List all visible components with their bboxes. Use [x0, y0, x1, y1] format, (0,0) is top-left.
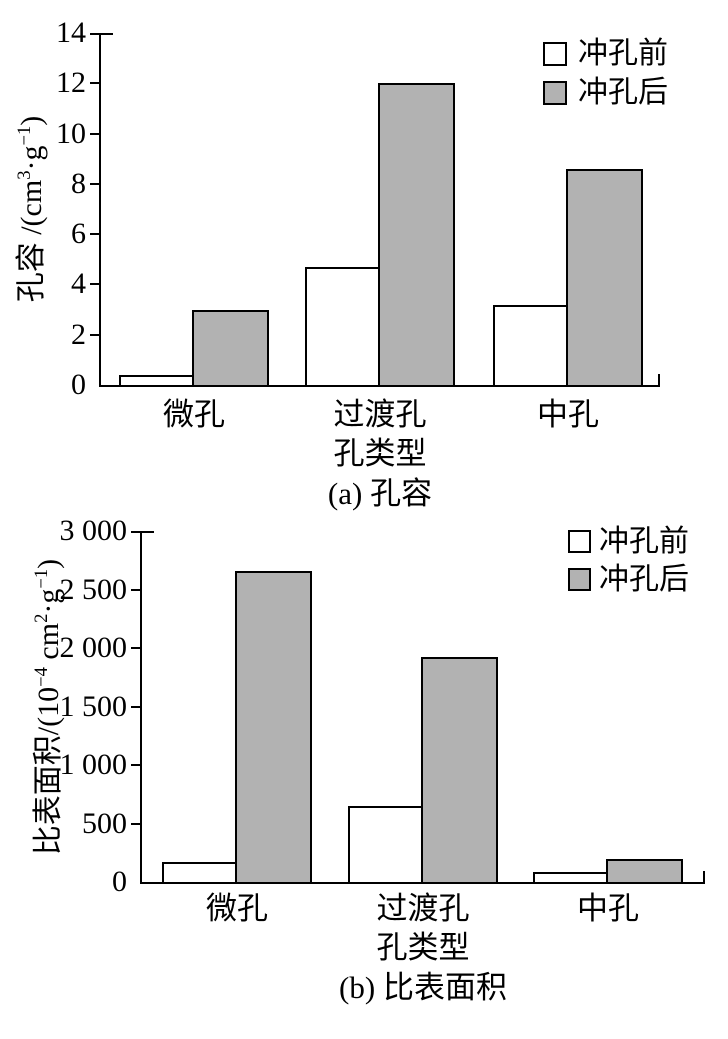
bar-before [162, 862, 237, 882]
bar-before [533, 872, 608, 882]
y-axis-title: 比表面积/(10−4 cm2·g−1) [31, 558, 65, 856]
y-tick-mark [131, 531, 154, 533]
legend-swatch-before [568, 530, 591, 553]
x-category-label: 中孔 [577, 891, 639, 926]
y-tick-label: 2 [71, 318, 86, 351]
legend-label: 冲孔前 [578, 37, 668, 70]
y-tick-mark [131, 764, 140, 766]
y-axis-title-superscript: −1 [31, 568, 52, 589]
bar-before [305, 267, 380, 385]
y-tick-label: 0 [71, 368, 86, 401]
x-category-label: 微孔 [163, 397, 225, 432]
y-tick-mark [90, 82, 99, 84]
x-axis-title: 孔类型 [376, 930, 470, 965]
y-tick-label: 8 [71, 167, 86, 200]
x-category-label: 过渡孔 [376, 891, 470, 926]
panel-caption: (a) 孔容 [327, 476, 433, 511]
y-tick-mark [90, 183, 99, 185]
y-tick-label: 6 [71, 217, 86, 250]
x-category-label: 中孔 [537, 397, 599, 432]
bar-after [235, 571, 312, 882]
y-tick-label: 12 [56, 66, 86, 99]
y-axis-title-text: 孔容 /(cm [15, 179, 48, 303]
bar-before [119, 375, 194, 385]
y-tick-mark [131, 706, 140, 708]
y-axis-title: 孔容 /(cm3·g−1) [14, 115, 48, 303]
bar-after [566, 169, 643, 385]
y-axis-title-superscript: −1 [14, 125, 35, 146]
y-axis-title-text: 比表面积/(10 [32, 686, 65, 856]
y-tick-label: 4 [71, 267, 86, 300]
y-tick-label: 14 [56, 16, 86, 49]
y-axis-title-text: ·g [15, 145, 48, 171]
y-tick-label: 3 000 [59, 514, 128, 547]
y-tick-mark [90, 334, 99, 336]
legend-label: 冲孔前 [599, 525, 689, 558]
y-axis-title-text: ) [32, 558, 65, 569]
y-axis [99, 33, 101, 387]
y-tick-mark [90, 133, 99, 135]
x-axis-end-tick [703, 871, 705, 882]
y-tick-label: 1 500 [59, 690, 128, 723]
y-tick-mark [131, 823, 140, 825]
y-tick-label: 1 000 [59, 748, 128, 781]
legend-label: 冲孔后 [599, 563, 689, 596]
legend-swatch-after [568, 568, 591, 591]
y-tick-mark [90, 233, 99, 235]
y-axis-title-superscript: 2 [31, 613, 52, 623]
panel-caption: (b) 比表面积 [339, 970, 507, 1005]
y-axis [140, 531, 142, 884]
y-tick-mark [131, 589, 140, 591]
y-axis-title-superscript: 3 [14, 170, 35, 180]
x-axis-end-tick [658, 374, 660, 385]
x-axis [140, 882, 705, 884]
y-tick-mark [90, 283, 99, 285]
bar-before [493, 305, 568, 385]
x-category-label: 过渡孔 [333, 397, 427, 432]
bar-after [378, 83, 455, 385]
y-tick-label: 2 500 [59, 573, 128, 606]
y-tick-label: 500 [82, 807, 127, 840]
y-tick-label: 2 000 [59, 631, 128, 664]
y-axis-title-text: ) [15, 115, 48, 126]
y-axis-title-text: cm [32, 622, 65, 668]
legend-swatch-after [543, 81, 567, 105]
bar-after [421, 657, 498, 882]
y-tick-label: 10 [56, 117, 86, 150]
bar-after [192, 310, 269, 385]
x-category-label: 微孔 [206, 891, 268, 926]
x-axis [99, 385, 660, 387]
y-tick-mark [90, 33, 113, 35]
y-axis-title-superscript: −4 [31, 667, 52, 687]
y-axis-title-text: ·g [32, 588, 65, 614]
bar-before [348, 806, 423, 882]
x-axis-title: 孔类型 [333, 436, 427, 471]
legend-swatch-before [543, 42, 567, 66]
y-tick-mark [131, 647, 140, 649]
y-tick-label: 0 [112, 865, 127, 898]
legend-label: 冲孔后 [578, 76, 668, 109]
bar-after [606, 859, 683, 882]
